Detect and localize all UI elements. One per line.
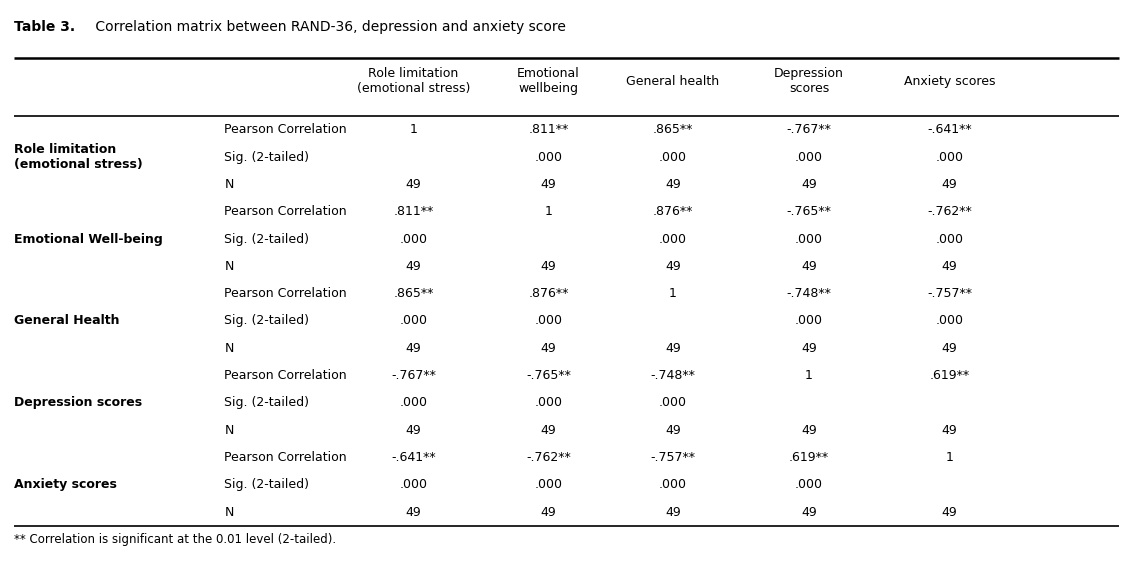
Text: 1: 1 [545, 205, 552, 218]
Text: .619**: .619** [789, 451, 829, 464]
Text: .000: .000 [659, 396, 687, 409]
Text: Sig. (2-tailed): Sig. (2-tailed) [224, 151, 309, 164]
Text: Sig. (2-tailed): Sig. (2-tailed) [224, 315, 309, 328]
Text: 49: 49 [942, 260, 957, 273]
Text: .865**: .865** [653, 123, 693, 136]
Text: 49: 49 [540, 260, 556, 273]
Text: N: N [224, 260, 233, 273]
Text: .000: .000 [535, 315, 562, 328]
Text: 49: 49 [801, 178, 817, 191]
Text: .811**: .811** [393, 205, 434, 218]
Text: .000: .000 [795, 232, 823, 246]
Text: -.748**: -.748** [650, 369, 696, 382]
Text: 49: 49 [540, 505, 556, 519]
Text: 49: 49 [665, 342, 681, 355]
Text: 1: 1 [806, 369, 812, 382]
Text: -.767**: -.767** [786, 123, 832, 136]
Text: Depression scores: Depression scores [14, 396, 142, 409]
Text: .000: .000 [535, 151, 562, 164]
Text: Anxiety scores: Anxiety scores [14, 478, 117, 492]
Text: .000: .000 [795, 315, 823, 328]
Text: 49: 49 [801, 505, 817, 519]
Text: Pearson Correlation: Pearson Correlation [224, 451, 347, 464]
Text: -.762**: -.762** [526, 451, 571, 464]
Text: Pearson Correlation: Pearson Correlation [224, 205, 347, 218]
Text: Role limitation
(emotional stress): Role limitation (emotional stress) [14, 143, 143, 171]
Text: General health: General health [627, 75, 719, 87]
Text: Pearson Correlation: Pearson Correlation [224, 369, 347, 382]
Text: 1: 1 [670, 287, 676, 300]
Text: -.748**: -.748** [786, 287, 832, 300]
Text: Role limitation
(emotional stress): Role limitation (emotional stress) [357, 67, 470, 95]
Text: -.757**: -.757** [650, 451, 696, 464]
Text: .811**: .811** [528, 123, 569, 136]
Text: 49: 49 [942, 342, 957, 355]
Text: 49: 49 [665, 178, 681, 191]
Text: Anxiety scores: Anxiety scores [904, 75, 995, 87]
Text: -.641**: -.641** [927, 123, 972, 136]
Text: .000: .000 [936, 151, 963, 164]
Text: Correlation matrix between RAND-36, depression and anxiety score: Correlation matrix between RAND-36, depr… [91, 20, 565, 34]
Text: ** Correlation is significant at the 0.01 level (2-tailed).: ** Correlation is significant at the 0.0… [14, 532, 335, 546]
Text: .000: .000 [936, 315, 963, 328]
Text: 49: 49 [540, 178, 556, 191]
Text: 49: 49 [942, 424, 957, 437]
Text: 49: 49 [801, 342, 817, 355]
Text: .000: .000 [400, 478, 427, 492]
Text: .000: .000 [659, 478, 687, 492]
Text: 49: 49 [801, 260, 817, 273]
Text: N: N [224, 424, 233, 437]
Text: 49: 49 [406, 260, 421, 273]
Text: -.757**: -.757** [927, 287, 972, 300]
Text: .000: .000 [535, 396, 562, 409]
Text: 49: 49 [406, 342, 421, 355]
Text: 49: 49 [540, 424, 556, 437]
Text: 1: 1 [946, 451, 953, 464]
Text: 49: 49 [665, 505, 681, 519]
Text: 49: 49 [942, 178, 957, 191]
Text: 49: 49 [540, 342, 556, 355]
Text: .876**: .876** [653, 205, 693, 218]
Text: .000: .000 [400, 396, 427, 409]
Text: .000: .000 [659, 232, 687, 246]
Text: Pearson Correlation: Pearson Correlation [224, 123, 347, 136]
Text: .000: .000 [400, 315, 427, 328]
Text: -.765**: -.765** [526, 369, 571, 382]
Text: .000: .000 [795, 478, 823, 492]
Text: .000: .000 [795, 151, 823, 164]
Text: Depression
scores: Depression scores [774, 67, 844, 95]
Text: 1: 1 [410, 123, 417, 136]
Text: .000: .000 [936, 232, 963, 246]
Text: 49: 49 [406, 505, 421, 519]
Text: 49: 49 [406, 424, 421, 437]
Text: 49: 49 [801, 424, 817, 437]
Text: 49: 49 [665, 424, 681, 437]
Text: .000: .000 [535, 478, 562, 492]
Text: Emotional
wellbeing: Emotional wellbeing [517, 67, 580, 95]
Text: .865**: .865** [393, 287, 434, 300]
Text: -.765**: -.765** [786, 205, 832, 218]
Text: Sig. (2-tailed): Sig. (2-tailed) [224, 478, 309, 492]
Text: N: N [224, 342, 233, 355]
Text: -.767**: -.767** [391, 369, 436, 382]
Text: 49: 49 [665, 260, 681, 273]
Text: .876**: .876** [528, 287, 569, 300]
Text: General Health: General Health [14, 315, 119, 328]
Text: -.762**: -.762** [927, 205, 972, 218]
Text: Table 3.: Table 3. [14, 20, 75, 34]
Text: N: N [224, 505, 233, 519]
Text: -.641**: -.641** [391, 451, 436, 464]
Text: Sig. (2-tailed): Sig. (2-tailed) [224, 396, 309, 409]
Text: Pearson Correlation: Pearson Correlation [224, 287, 347, 300]
Text: Sig. (2-tailed): Sig. (2-tailed) [224, 232, 309, 246]
Text: .000: .000 [400, 232, 427, 246]
Text: 49: 49 [942, 505, 957, 519]
Text: .000: .000 [659, 151, 687, 164]
Text: Emotional Well-being: Emotional Well-being [14, 232, 162, 246]
Text: 49: 49 [406, 178, 421, 191]
Text: N: N [224, 178, 233, 191]
Text: .619**: .619** [929, 369, 970, 382]
